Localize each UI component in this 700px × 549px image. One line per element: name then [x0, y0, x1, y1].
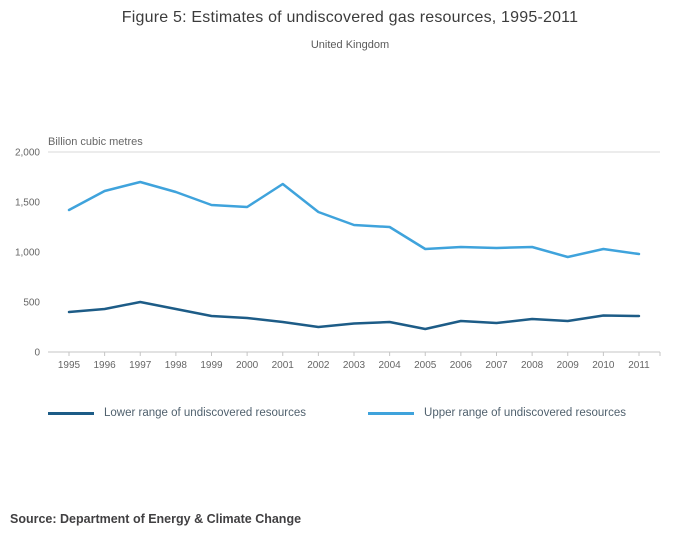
y-tick-label: 0	[34, 348, 40, 359]
chart-legend: Lower range of undiscovered resources Up…	[48, 407, 626, 419]
x-tick-label: 2000	[236, 360, 259, 371]
y-tick-label: 500	[23, 298, 40, 309]
x-tick-label: 1997	[129, 360, 152, 371]
x-tick-label: 2009	[557, 360, 580, 371]
x-tick-label: 1998	[165, 360, 188, 371]
upper-range-line-swatch	[368, 411, 415, 415]
x-tick-label: 2008	[521, 360, 544, 371]
x-tick-label: 2011	[628, 360, 650, 371]
x-tick-label: 1999	[200, 360, 223, 371]
x-tick-label: 2004	[379, 360, 402, 371]
chart-title: Figure 5: Estimates of undiscovered gas …	[121, 9, 579, 26]
x-tick-label: 2010	[592, 360, 615, 371]
chart-subtitle: United Kingdom	[310, 39, 390, 51]
lower-range-line	[67, 300, 641, 331]
y-tick-label: 1,500	[15, 198, 40, 209]
y-tick-label: 1,000	[15, 248, 40, 259]
source-note: Source: Department of Energy & Climate C…	[10, 512, 302, 526]
x-tick-label: 2003	[343, 360, 366, 371]
line-chart: 0 500 1,000 1,500 2,000 1995 1996 1997 1998 1999 2…	[15, 148, 661, 371]
y-axis-unit-label: Billion cubic metres	[48, 136, 143, 148]
x-tick-label: 2001	[272, 360, 295, 371]
x-tick-label: 1996	[94, 360, 117, 371]
legend-label-lower-range: Lower range of undiscovered resources	[104, 407, 307, 419]
x-tick-label: 2007	[485, 360, 508, 371]
legend-label-upper-range: Upper range of undiscovered resources	[424, 407, 627, 419]
lower-range-line-swatch	[48, 411, 94, 415]
x-tick-label: 2005	[414, 360, 437, 371]
y-tick-label: 2,000	[15, 148, 40, 159]
legend-item-upper-range: Upper range of undiscovered resources	[368, 407, 626, 419]
x-tick-label: 2002	[307, 360, 330, 371]
legend-item-lower-range: Lower range of undiscovered resources	[48, 407, 306, 419]
x-tick-label: 1995	[58, 360, 81, 371]
x-tick-label: 2006	[450, 360, 473, 371]
upper-range-line	[67, 180, 641, 259]
